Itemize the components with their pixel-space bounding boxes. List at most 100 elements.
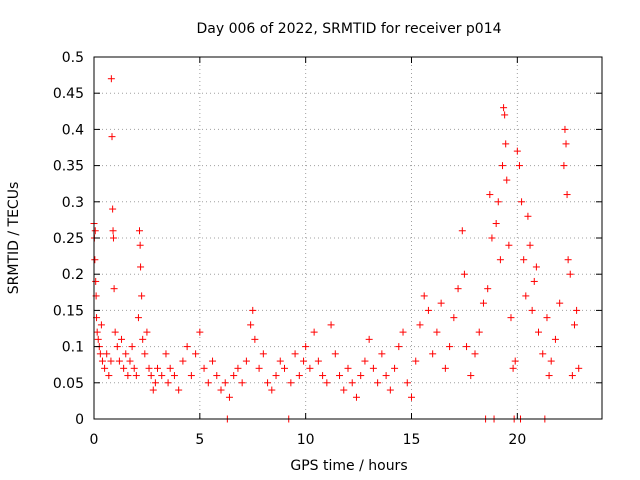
chart-title: Day 006 of 2022, SRMTID for receiver p01… <box>196 21 501 37</box>
data-point <box>496 256 504 264</box>
data-point <box>138 292 146 300</box>
data-point <box>336 372 344 380</box>
data-point <box>179 357 187 365</box>
data-point <box>300 357 308 365</box>
data-point <box>522 292 530 300</box>
data-point <box>530 277 538 285</box>
data-point <box>395 343 403 351</box>
y-tick-label: 0.3 <box>62 195 84 211</box>
data-point <box>306 364 314 372</box>
x-axis-label: GPS time / hours <box>290 458 407 474</box>
data-point <box>110 285 118 293</box>
x-tick-label: 0 <box>90 432 99 448</box>
data-point <box>93 328 101 336</box>
data-point <box>458 227 466 235</box>
data-point <box>101 364 109 372</box>
data-point <box>500 104 508 112</box>
data-point <box>124 372 132 380</box>
data-point <box>556 299 564 307</box>
data-point <box>568 372 576 380</box>
data-point <box>272 372 280 380</box>
data-point <box>539 350 547 358</box>
data-point <box>433 328 441 336</box>
data-point <box>107 357 115 365</box>
tick-labels: 0 0.05 0.1 0.15 0.2 0.25 0.3 0.35 0.4 0.45 0.5 0 5 10… <box>53 50 526 448</box>
data-point <box>471 350 479 358</box>
y-tick-label: 0.25 <box>53 231 84 247</box>
data-point <box>204 379 212 387</box>
data-point <box>467 372 475 380</box>
data-point <box>450 314 458 322</box>
data-point <box>532 263 540 271</box>
data-point <box>230 372 238 380</box>
data-point <box>429 350 437 358</box>
data-point <box>113 343 121 351</box>
x-tick-label: 20 <box>508 432 526 448</box>
data-point <box>247 321 255 329</box>
data-point <box>507 314 515 322</box>
data-points <box>90 75 583 423</box>
data-point <box>242 357 250 365</box>
data-point <box>505 241 513 249</box>
data-point <box>352 393 360 401</box>
data-point <box>209 357 217 365</box>
data-point <box>412 357 420 365</box>
data-point <box>319 372 327 380</box>
data-point <box>145 364 153 372</box>
data-point <box>391 364 399 372</box>
data-point <box>281 364 288 372</box>
data-point <box>111 328 119 336</box>
data-point <box>403 379 411 387</box>
data-point <box>382 372 390 380</box>
data-point <box>122 350 130 358</box>
data-point <box>136 227 144 235</box>
data-point <box>94 335 102 343</box>
data-point <box>118 335 126 343</box>
data-point <box>213 372 221 380</box>
data-point <box>143 328 151 336</box>
data-point <box>103 350 111 358</box>
data-point <box>437 299 445 307</box>
data-point <box>479 299 487 307</box>
data-point <box>108 133 116 141</box>
data-point <box>259 350 267 358</box>
data-point <box>115 357 123 365</box>
data-point <box>361 357 369 365</box>
data-point <box>374 379 382 387</box>
data-point <box>302 343 310 351</box>
data-point <box>475 328 483 336</box>
data-point <box>408 393 415 401</box>
data-point <box>287 379 295 387</box>
data-point <box>463 343 471 351</box>
data-point <box>570 321 578 329</box>
data-point <box>151 379 159 387</box>
data-point <box>369 364 377 372</box>
data-point <box>513 147 521 155</box>
data-point <box>460 270 468 278</box>
data-point <box>547 357 555 365</box>
data-point <box>234 364 242 372</box>
data-point <box>331 350 339 358</box>
data-point <box>192 350 200 358</box>
x-tick-label: 10 <box>297 432 315 448</box>
data-point <box>535 328 542 336</box>
data-point <box>520 256 528 264</box>
data-point <box>158 372 166 380</box>
data-point <box>323 379 331 387</box>
data-point <box>454 285 462 293</box>
data-point <box>251 335 259 343</box>
data-point <box>109 227 117 235</box>
data-point <box>96 350 104 358</box>
data-point <box>141 350 149 358</box>
data-point <box>91 227 99 235</box>
data-point <box>120 364 128 372</box>
y-tick-label: 0.2 <box>62 267 84 283</box>
data-point <box>526 241 534 249</box>
data-point <box>524 212 532 220</box>
data-point <box>314 357 322 365</box>
data-point <box>446 343 454 351</box>
data-point <box>551 335 559 343</box>
y-tick-label: 0.45 <box>53 86 84 102</box>
data-point <box>344 364 352 372</box>
data-point <box>162 350 170 358</box>
